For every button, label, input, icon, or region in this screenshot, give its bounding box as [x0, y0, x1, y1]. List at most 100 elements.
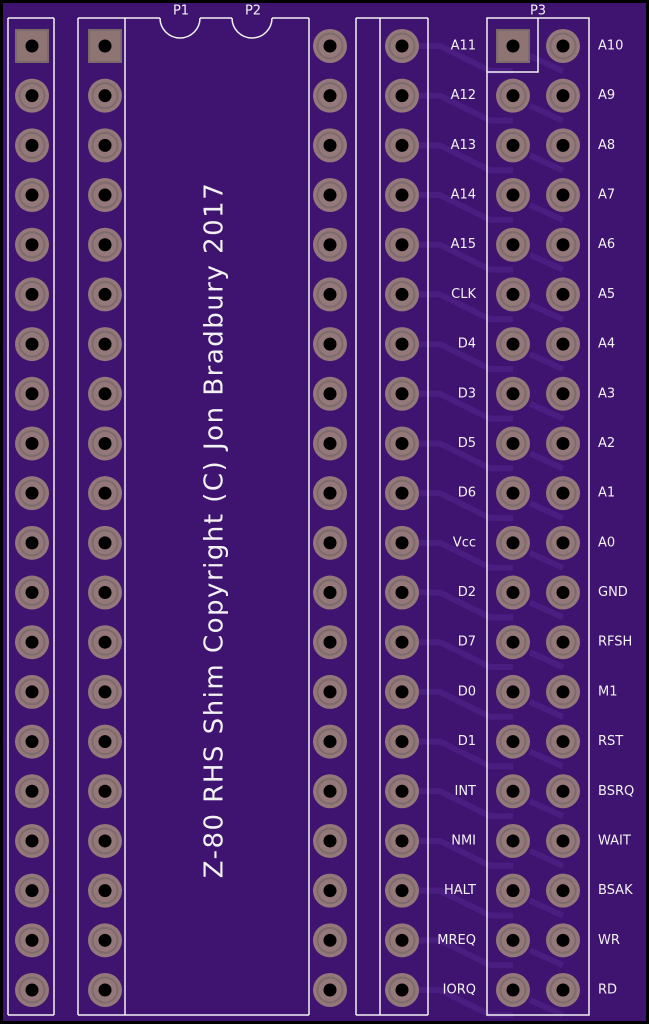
drill-hole — [395, 784, 409, 798]
drill-hole — [395, 138, 409, 152]
trace — [402, 43, 513, 74]
pin-label: A13 — [451, 138, 476, 153]
p1-label: P1 — [173, 4, 189, 19]
drill-hole — [25, 387, 39, 401]
drill-hole — [323, 89, 337, 103]
pad-ring — [549, 330, 577, 358]
pin-label: IORQ — [443, 983, 476, 998]
pad-ring — [549, 976, 577, 1004]
drill-hole — [395, 287, 409, 301]
drill-hole — [98, 834, 112, 848]
trace — [528, 599, 565, 621]
pad-ring — [18, 82, 46, 110]
trace — [402, 788, 513, 820]
pin-label: Vcc — [453, 535, 476, 550]
drill-hole — [25, 89, 39, 103]
trace — [528, 301, 565, 323]
drill-hole — [395, 685, 409, 699]
drill-hole — [506, 287, 520, 301]
pad-ring — [549, 728, 577, 756]
drill-hole — [556, 39, 570, 53]
pad-ring — [549, 678, 577, 706]
pad-ring — [388, 280, 416, 308]
drill-hole — [323, 138, 337, 152]
pad-ring — [316, 728, 344, 756]
pad-ring — [91, 479, 119, 507]
pad-ring — [388, 529, 416, 557]
drill-hole — [98, 635, 112, 649]
trace — [402, 837, 513, 869]
drill-hole — [395, 89, 409, 103]
pad-ring — [549, 827, 577, 855]
pad-ring — [91, 330, 119, 358]
pad-ring — [499, 131, 527, 159]
pad-ring — [316, 678, 344, 706]
pad-ring — [316, 380, 344, 408]
pad-ring — [549, 380, 577, 408]
pin-label: A10 — [598, 39, 623, 54]
pin-label: D7 — [458, 635, 476, 650]
drill-hole — [395, 933, 409, 947]
pad-ring — [388, 32, 416, 60]
drill-hole — [25, 39, 39, 53]
drill-hole — [556, 735, 570, 749]
drill-hole — [323, 884, 337, 898]
socket-outline — [7, 17, 590, 1016]
pad-ring — [18, 976, 46, 1004]
trace — [528, 351, 565, 372]
pad-ring — [549, 429, 577, 457]
trace — [528, 202, 565, 223]
drill-hole — [25, 735, 39, 749]
drill-hole — [25, 436, 39, 450]
trace — [528, 699, 565, 720]
pin-label: MREQ — [437, 933, 476, 948]
pad-ring — [499, 827, 527, 855]
pad-ring — [91, 529, 119, 557]
drill-hole — [25, 238, 39, 252]
pad-ring — [18, 926, 46, 954]
pad-ring — [316, 877, 344, 905]
trace — [528, 152, 565, 174]
drill-hole — [506, 586, 520, 600]
pin-label: A8 — [598, 138, 615, 153]
drill-hole — [506, 884, 520, 898]
trace — [528, 897, 565, 919]
pad-ring — [316, 429, 344, 457]
pad-ring — [18, 429, 46, 457]
pad-ring — [91, 926, 119, 954]
pad-ring — [18, 579, 46, 607]
pad-ring — [499, 280, 527, 308]
pin-label: A6 — [598, 237, 615, 252]
pad-ring — [91, 131, 119, 159]
drill-hole — [323, 834, 337, 848]
drill-hole — [323, 436, 337, 450]
drill-hole — [98, 586, 112, 600]
pad-ring — [499, 926, 527, 954]
pad-ring — [91, 827, 119, 855]
trace — [402, 92, 513, 124]
drill-hole — [506, 188, 520, 202]
drill-hole — [98, 884, 112, 898]
drill-hole — [556, 138, 570, 152]
pad-ring — [316, 231, 344, 259]
drill-hole — [98, 536, 112, 550]
pad-ring — [549, 529, 577, 557]
drill-hole — [98, 287, 112, 301]
pin-label: A11 — [451, 39, 476, 54]
drill-hole — [556, 983, 570, 997]
trace — [402, 241, 513, 273]
drill-hole — [98, 387, 112, 401]
drill-hole — [506, 735, 520, 749]
drill-hole — [98, 238, 112, 252]
trace — [402, 440, 513, 472]
drill-hole — [395, 635, 409, 649]
pad-ring — [18, 628, 46, 656]
pin-label: A9 — [598, 88, 615, 103]
trace — [402, 390, 513, 422]
pad-ring — [549, 479, 577, 507]
pad-ring — [18, 231, 46, 259]
pad-ring — [388, 380, 416, 408]
pin-label: D4 — [458, 337, 476, 352]
drill-hole — [323, 735, 337, 749]
